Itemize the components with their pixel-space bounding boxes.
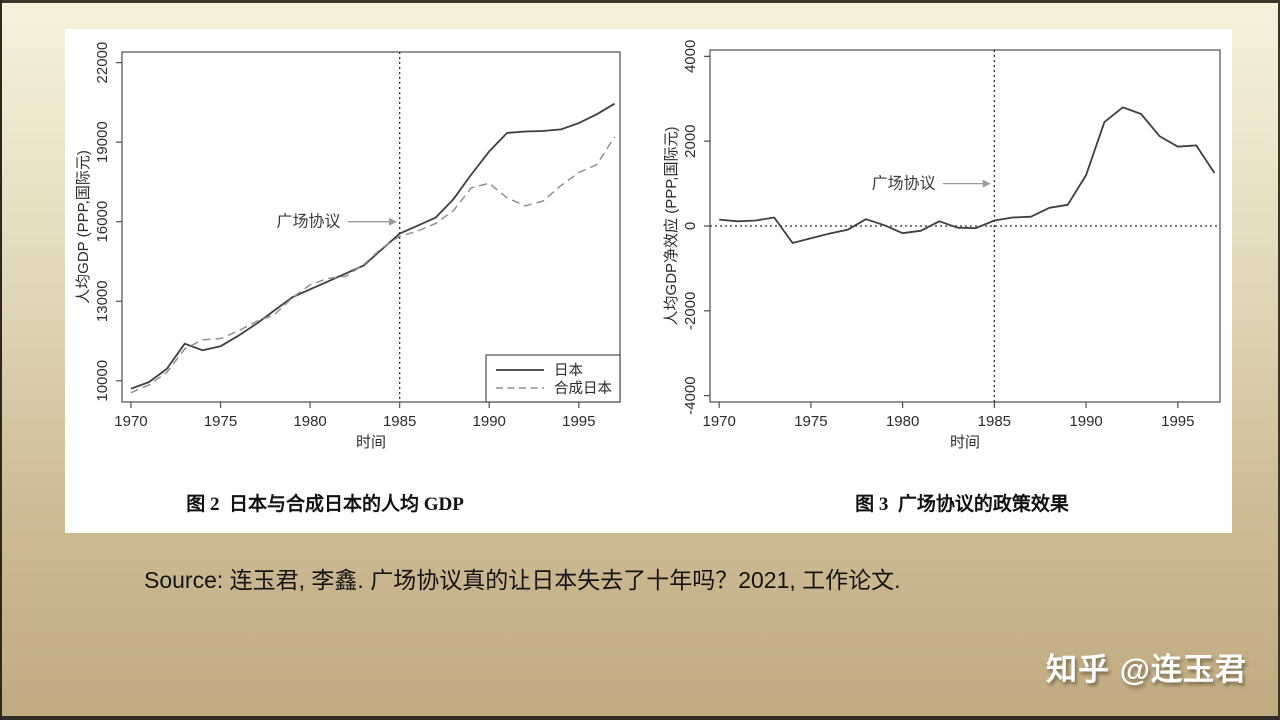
y-tick-label: 22000 (94, 42, 111, 84)
y-axis-title: 人均GDP (PPP,国际元) (75, 150, 92, 304)
x-tick-label: 1990 (1069, 413, 1102, 430)
figure2-caption: 图 2 日本与合成日本的人均 GDP (186, 494, 464, 515)
slide-right-border (1278, 0, 1280, 720)
x-tick-label: 1970 (114, 413, 147, 430)
plot-frame (121, 51, 621, 403)
series-line-1 (130, 136, 616, 394)
gdp-comparison-charts: 1970 1975 1980 1985 1990 1995 10000 13000 16000 1… (75, 40, 1221, 451)
x-tick-label: 1990 (473, 413, 506, 430)
y-tick-label: 0 (682, 222, 699, 230)
x-tick-label: 1995 (562, 413, 595, 430)
source-citation: Source: 连玉君, 李鑫. 广场协议真的让日本失去了十年吗？2021, 工… (144, 567, 901, 593)
legend-box (485, 354, 621, 403)
slide-bottom-border (0, 716, 1280, 720)
slide-left-border (0, 0, 2, 720)
x-axis-title: 时间 (950, 434, 980, 451)
plaza-accord-annotation: 广场协议 (277, 213, 341, 231)
y-tick-label: 19000 (94, 121, 111, 163)
series-line-0 (719, 106, 1216, 244)
x-tick-label: 1975 (794, 413, 827, 430)
x-tick-label: 1985 (383, 413, 416, 430)
y-tick-label: 13000 (94, 280, 111, 322)
x-tick-label: 1970 (702, 413, 735, 430)
legend-label: 日本 (554, 362, 583, 379)
figure-panel (65, 29, 1232, 533)
plaza-accord-annotation: 广场协议 (872, 175, 936, 193)
zhihu-watermark: 知乎 @连玉君 (1046, 652, 1247, 687)
y-tick-label: 4000 (682, 40, 699, 73)
y-tick-label: -4000 (682, 376, 699, 414)
annotation-arrow-head (388, 217, 397, 226)
x-tick-label: 1980 (886, 413, 919, 430)
y-tick-label: 16000 (94, 201, 111, 243)
series-line-0 (130, 102, 616, 390)
y-axis-title: 人均GDP净效应 (PPP,国际元) (662, 127, 680, 326)
x-tick-label: 1980 (293, 413, 326, 430)
y-tick-label: -2000 (682, 292, 699, 330)
legend-label: 合成日本 (554, 380, 612, 397)
annotation-arrow-head (982, 179, 991, 188)
x-axis-title: 时间 (356, 434, 386, 451)
x-tick-label: 1995 (1161, 413, 1194, 430)
x-tick-label: 1975 (204, 413, 237, 430)
y-tick-label: 10000 (94, 360, 111, 402)
y-tick-label: 2000 (682, 124, 699, 157)
slide-top-border (0, 0, 1280, 3)
x-tick-label: 1985 (978, 413, 1011, 430)
figure3-caption: 图 3 广场协议的政策效果 (855, 494, 1069, 515)
